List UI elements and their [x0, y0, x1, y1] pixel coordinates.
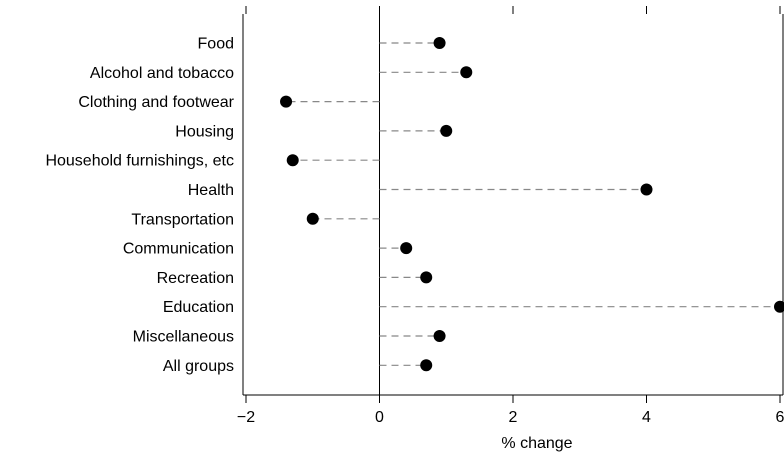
- x-tick-label: −2: [237, 409, 255, 426]
- category-labels: Food Alcohol and tobacco Clothing and foot…: [45, 36, 234, 375]
- x-axis-title: % change: [501, 435, 572, 452]
- category-label: Transportation: [131, 211, 234, 228]
- data-point: [433, 330, 446, 342]
- x-axis-ticks: −2 0 2 4 6: [237, 6, 784, 426]
- category-label: Household furnishings, etc: [45, 153, 234, 170]
- plot-frame: [242, 14, 784, 396]
- category-label: All groups: [163, 358, 234, 375]
- category-label: Food: [198, 36, 234, 53]
- data-point: [286, 154, 299, 167]
- x-tick-label: 0: [375, 409, 384, 426]
- data-point: [460, 66, 473, 79]
- data-points: [280, 37, 784, 372]
- category-label: Clothing and footwear: [78, 94, 234, 111]
- data-point: [400, 242, 413, 255]
- data-point: [420, 271, 433, 284]
- category-label: Alcohol and tobacco: [90, 65, 234, 82]
- data-point: [774, 300, 784, 313]
- data-point: [440, 124, 453, 137]
- category-label: Recreation: [157, 270, 234, 287]
- connector-lines: [286, 42, 780, 366]
- data-point: [280, 95, 293, 108]
- data-point: [306, 212, 319, 225]
- category-label: Housing: [175, 123, 234, 140]
- category-label: Miscellaneous: [133, 329, 234, 346]
- category-label: Communication: [123, 241, 234, 258]
- data-point: [433, 37, 446, 49]
- category-label: Health: [188, 182, 234, 199]
- data-point: [420, 359, 433, 372]
- x-tick-label: 6: [776, 409, 784, 426]
- x-tick-label: 4: [642, 409, 651, 426]
- data-point: [640, 183, 653, 196]
- category-label: Education: [163, 299, 234, 316]
- x-tick-label: 2: [509, 409, 518, 426]
